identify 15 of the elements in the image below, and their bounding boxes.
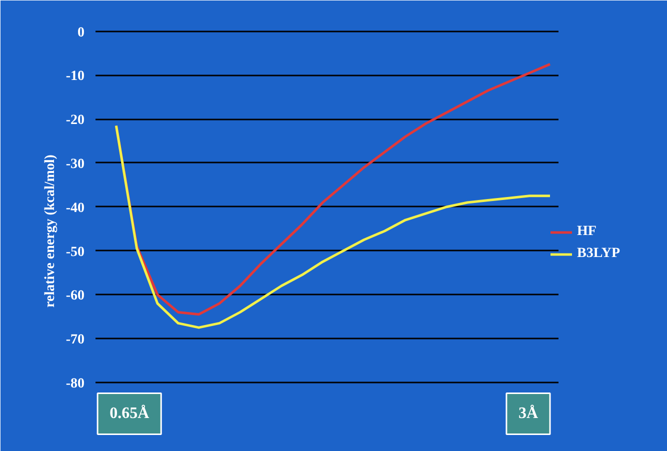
annotation: 0.65Å: [110, 404, 150, 422]
y-tick-label: -60: [66, 288, 85, 304]
y-axis-title: relative energy (kcal/mol): [42, 154, 58, 308]
y-tick-label: -20: [66, 113, 85, 128]
legend-label: B3LYP: [577, 246, 620, 262]
legend-label: HF: [577, 224, 597, 240]
y-tick-label: 0: [78, 25, 84, 40]
annotation: 3Å: [518, 404, 538, 422]
y-tick-label: -10: [66, 69, 85, 84]
line-series: [114, 124, 552, 329]
y-tick-label: -30: [66, 156, 85, 172]
y-tick-label: -40: [66, 200, 85, 216]
y-tick-label: -70: [66, 332, 85, 348]
y-tick-label: -50: [66, 244, 85, 260]
y-tick-label: -80: [66, 376, 85, 392]
